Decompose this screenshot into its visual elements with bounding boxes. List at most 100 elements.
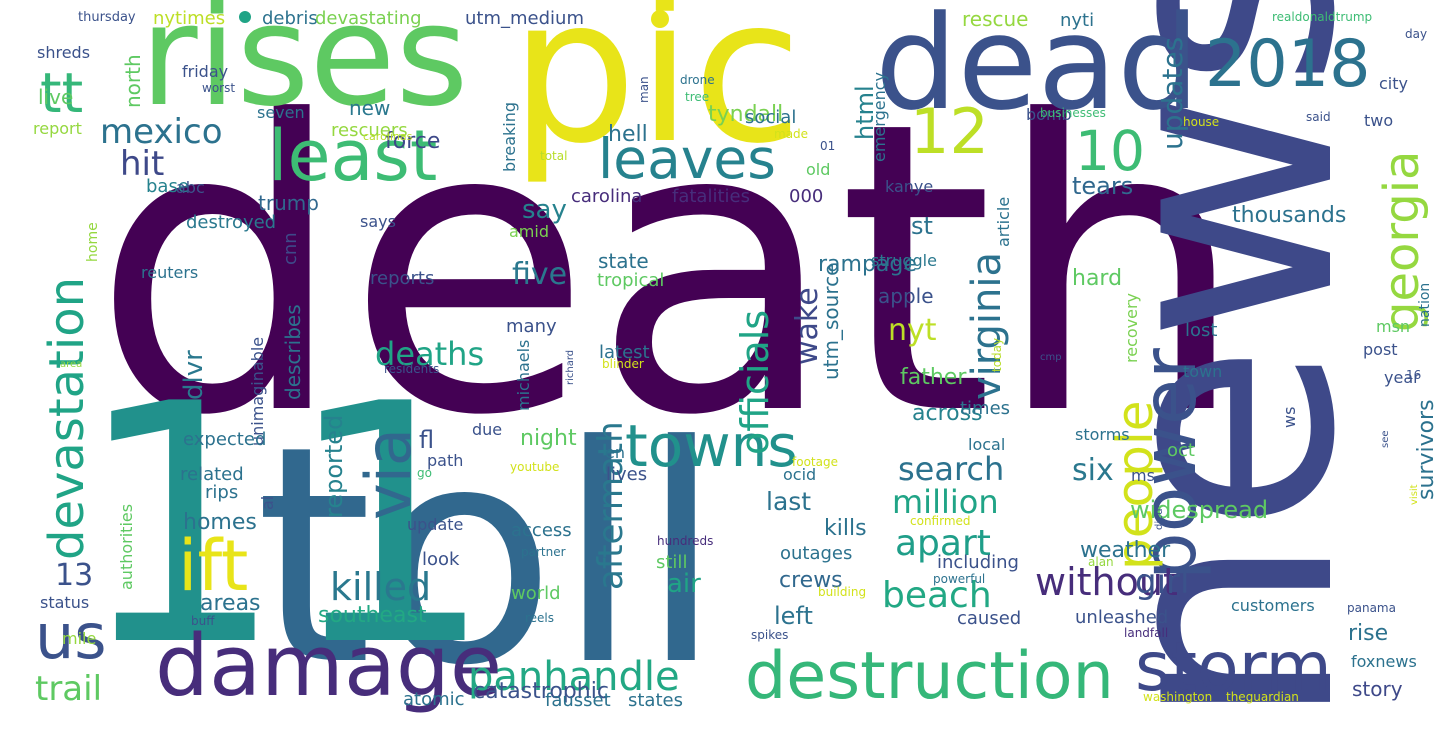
word-crews: crews <box>779 568 843 593</box>
word-panama: panama <box>1347 601 1396 615</box>
word-expected: expected <box>183 429 266 450</box>
word-blinder: blinder <box>602 357 644 371</box>
word-msn: msn <box>1376 317 1410 336</box>
word-mexico: mexico <box>100 112 223 152</box>
word-search: search <box>898 450 1004 488</box>
word-killed: killed <box>330 565 431 609</box>
word-man: man <box>637 76 651 103</box>
word-social: social <box>745 107 796 128</box>
word-carolinas: carolinas <box>363 130 413 143</box>
word-utm-medium: utm_medium <box>465 8 584 29</box>
word-town: town <box>1183 362 1222 381</box>
word-times: times <box>960 398 1010 419</box>
word-worst: worst <box>202 81 235 95</box>
word-article: article <box>994 197 1013 247</box>
word-due: due <box>472 420 502 439</box>
word-leaves: leaves <box>598 127 776 191</box>
word-area: area <box>60 359 82 370</box>
word-fatalities: fatalities <box>672 186 750 207</box>
word-seven: seven <box>257 103 305 122</box>
word-still: still <box>656 552 687 573</box>
word-six: six <box>1072 453 1114 488</box>
word-nyt: nyt <box>888 313 937 348</box>
word-made: made <box>774 127 808 141</box>
word-post: post <box>1363 340 1398 359</box>
word-storm: storm <box>1135 628 1332 707</box>
word-see: see <box>1380 430 1391 448</box>
word-debris: debris <box>262 8 318 29</box>
word-damage: damage <box>155 617 502 716</box>
word-two: two <box>1364 111 1393 130</box>
word-say: say <box>522 195 567 225</box>
word-destroyed: destroyed <box>186 212 276 233</box>
word-st: st <box>911 212 933 240</box>
word-new: new <box>349 96 390 120</box>
word-visit: visit <box>1409 484 1420 505</box>
word-customers: customers <box>1231 596 1315 615</box>
word-authorities: authorities <box>117 504 136 590</box>
dot-mark <box>651 10 669 28</box>
word-path: path <box>427 451 463 470</box>
word-north: north <box>121 54 145 108</box>
word-residents: residents <box>384 362 439 376</box>
word-people: people <box>1106 401 1164 570</box>
word-richard: richard <box>565 350 576 385</box>
word-kanye: kanye <box>885 177 933 196</box>
word-spikes: spikes <box>751 628 788 642</box>
word-michaels: michaels <box>514 340 533 411</box>
word-en: en <box>605 443 625 462</box>
word-caused: caused <box>957 608 1021 629</box>
word-home: home <box>85 222 101 262</box>
word-last: last <box>766 487 811 516</box>
word-tears: tears <box>1072 172 1133 200</box>
word-thursday: thursday <box>78 10 136 25</box>
word-ift: ift <box>178 525 248 607</box>
word-rise: rise <box>1348 621 1388 646</box>
word-lost: lost <box>1185 320 1217 341</box>
word-reuters: reuters <box>141 263 198 282</box>
word-old: old <box>806 160 830 179</box>
word-widespread: widespread <box>1130 496 1268 524</box>
word-rescue: rescue <box>962 7 1028 31</box>
word-10: 10 <box>1075 119 1145 183</box>
word-wake: wake <box>790 287 825 365</box>
word-force: force <box>385 129 440 154</box>
word-unimaginable: unimaginable <box>248 337 267 446</box>
word-nyti: nyti <box>1060 10 1094 31</box>
word-virginia: virginia <box>964 252 1010 400</box>
word-left: left <box>774 602 813 630</box>
word-air: air <box>667 569 701 599</box>
word-news: news <box>1043 0 1404 730</box>
word-georgia: georgia <box>1374 151 1430 332</box>
word-panhandle: panhandle <box>468 654 680 700</box>
word-hard: hard <box>1072 266 1122 291</box>
word-describes: describes <box>281 304 305 400</box>
word-access: access <box>511 520 572 541</box>
word-footage: footage <box>792 455 838 469</box>
word-death: death <box>92 38 1247 503</box>
word-update: update <box>407 515 463 534</box>
word-emergency: emergency <box>870 72 889 162</box>
word-status: status <box>40 593 89 612</box>
word-ws: ws <box>1280 407 1299 428</box>
word-said: said <box>1306 110 1331 124</box>
word-without: without <box>1035 560 1178 604</box>
word-devastating: devastating <box>315 8 422 29</box>
word-friday: friday <box>182 62 228 81</box>
word-aftermath: aftermath <box>591 421 631 590</box>
word-tyndall: tyndall <box>708 102 783 127</box>
word-beach: beach <box>882 575 992 616</box>
dot-mark <box>239 11 251 23</box>
word-updates: updates <box>1156 37 1189 150</box>
word-mile: mile <box>62 629 96 648</box>
word-rises: rises <box>140 0 468 138</box>
word-story: story <box>1352 677 1403 701</box>
word-drone: drone <box>680 73 715 87</box>
word-foxnews: foxnews <box>1351 652 1417 671</box>
word-fausset: fausset <box>545 690 611 711</box>
word-amid: amid <box>509 222 549 241</box>
word-towns: towns <box>625 412 798 480</box>
word-2018: 2018 <box>1205 27 1370 102</box>
word-related: related <box>180 464 244 485</box>
